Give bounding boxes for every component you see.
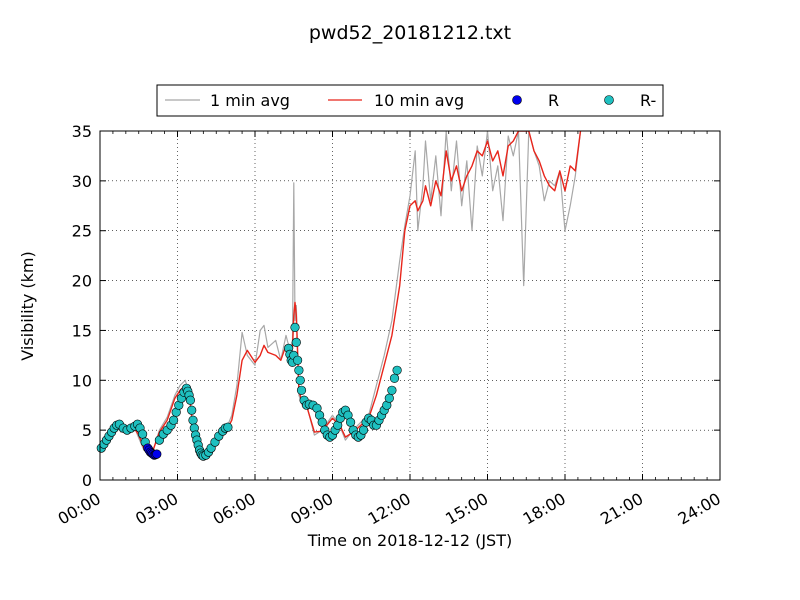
legend-label-10min: 10 min avg [374, 91, 464, 110]
marker-r-minus [358, 425, 369, 435]
y-tick-label: 15 [72, 321, 92, 340]
legend-label-r-minus: R- [640, 91, 656, 110]
plot-frame [99, 130, 721, 481]
grid [100, 131, 720, 480]
marker-r-minus [296, 385, 307, 395]
marker-r-minus [187, 405, 197, 415]
x-tick-label: 12:00 [365, 489, 414, 529]
marker-r-minus [185, 395, 195, 405]
x-tick-label: 06:00 [210, 489, 259, 529]
y-tick-label: 30 [72, 172, 92, 191]
marker-r-minus [293, 355, 303, 365]
x-tick-label: 18:00 [520, 489, 569, 529]
marker-r-minus [346, 417, 356, 427]
y-tick-label: 10 [72, 371, 92, 390]
legend-swatch-r [512, 95, 522, 105]
marker-r-minus [223, 422, 233, 432]
x-tick-label: 09:00 [287, 489, 336, 529]
legend: 1 min avg 10 min avg R R- [156, 84, 664, 117]
marker-r [152, 449, 162, 459]
marker-r-minus [291, 337, 301, 348]
marker-r-minus [317, 417, 327, 427]
y-tick-label: 20 [72, 272, 92, 291]
y-tick-label: 0 [82, 471, 92, 490]
legend-label-r: R [548, 91, 559, 110]
legend-box [156, 84, 664, 117]
y-tick-label: 25 [72, 222, 92, 241]
x-tick-label: 21:00 [597, 489, 646, 529]
marker-r-minus [169, 415, 179, 425]
y-tick-label: 5 [82, 421, 92, 440]
marker-r-minus [138, 429, 148, 439]
marker-r-minus [290, 322, 300, 333]
plot-area [100, 131, 720, 480]
marker-r-minus [188, 415, 198, 425]
marker-r-minus [295, 375, 305, 385]
marker-r-minus [389, 373, 400, 383]
y-axis-label: Visibility (km) [18, 251, 37, 360]
chart-title: pwd52_20181212.txt [309, 22, 511, 44]
x-tick-label: 24:00 [675, 489, 724, 529]
x-tick-label: 15:00 [442, 489, 491, 529]
x-tick-label: 03:00 [132, 489, 181, 529]
marker-r-minus [294, 365, 304, 375]
marker-r-minus [384, 393, 394, 403]
marker-r-minus [387, 385, 397, 395]
y-tick-label: 35 [72, 122, 92, 141]
series-markers [96, 322, 402, 461]
legend-label-1min: 1 min avg [210, 91, 290, 110]
x-axis-label: Time on 2018-12-12 (JST) [307, 531, 512, 550]
x-tick-label: 00:00 [55, 489, 104, 529]
marker-r-minus [392, 365, 402, 375]
legend-swatch-r-minus [604, 95, 614, 105]
